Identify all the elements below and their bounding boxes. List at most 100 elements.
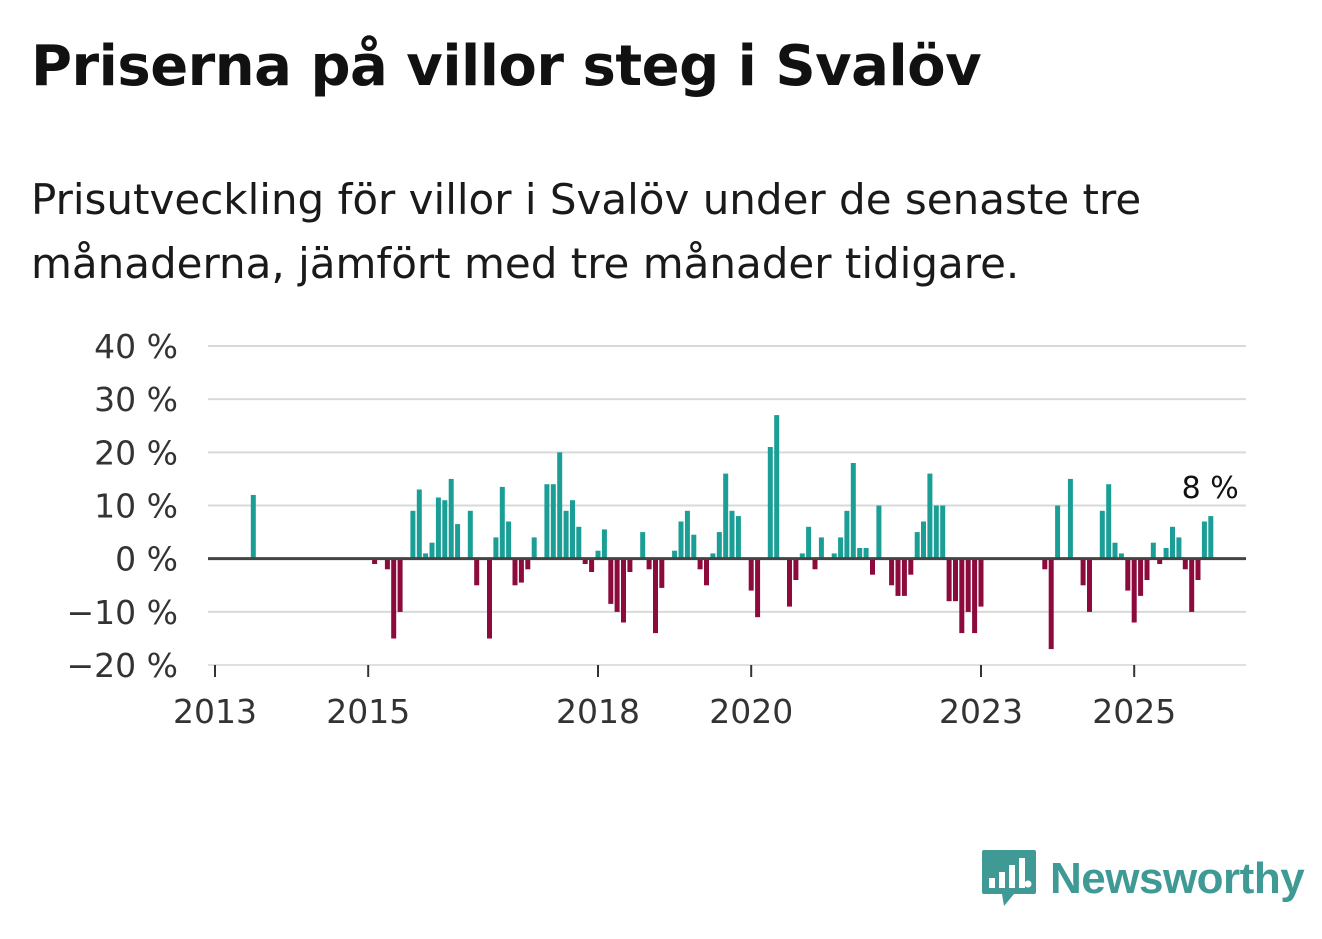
x-tick-label: 2013 (173, 692, 257, 731)
bars (250, 415, 1214, 650)
bar (978, 558, 984, 607)
bar (499, 486, 505, 559)
bar (1170, 526, 1175, 559)
bar (627, 558, 633, 572)
bar (940, 505, 946, 559)
tick-labels: 40 % 30 % 20 % 10 % 0 % −10 % −20 % 2013 2015 201… (67, 327, 1239, 731)
newsworthy-chart-bubble-icon (982, 850, 1036, 906)
bar (659, 558, 665, 588)
bar (1189, 558, 1195, 612)
bar (506, 521, 512, 559)
bar (1144, 558, 1150, 580)
bar (965, 558, 971, 612)
bar (557, 452, 563, 559)
bar (442, 500, 448, 559)
bar (576, 526, 582, 559)
bar (908, 558, 914, 575)
bar (429, 542, 435, 559)
bar (1150, 542, 1156, 559)
bar (589, 558, 595, 572)
bar (838, 537, 844, 559)
bar (972, 558, 978, 634)
bar (1055, 505, 1061, 559)
y-tick-label: 30 % (94, 380, 178, 419)
bar (640, 532, 646, 559)
bar (544, 484, 550, 559)
bar (1131, 558, 1137, 623)
y-tick-label: 10 % (94, 487, 178, 526)
bar (372, 558, 378, 564)
bar (653, 558, 658, 634)
bar (672, 550, 678, 559)
y-tick-label: −10 % (67, 593, 179, 632)
bar (697, 558, 703, 570)
bar (870, 558, 875, 575)
bar (933, 505, 939, 559)
bar (735, 516, 741, 559)
bar (1099, 510, 1105, 559)
bar (716, 532, 722, 559)
chart-title: Priserna på villor steg i Svalöv (31, 34, 982, 99)
bar (678, 521, 684, 559)
chart-subtitle: Prisutveckling för villor i Svalöv under… (31, 175, 1142, 288)
bar (691, 534, 697, 559)
bar (435, 497, 441, 559)
bar (448, 478, 454, 559)
brand-name: Newsworthy (1050, 854, 1305, 903)
x-tick-label: 2015 (326, 692, 410, 731)
bar (467, 510, 473, 559)
brand-logo: Newsworthy (980, 848, 1305, 910)
bar (1163, 548, 1169, 559)
bar (767, 447, 773, 559)
bar (710, 553, 716, 559)
x-tick-label: 2025 (1092, 692, 1176, 731)
bar (525, 558, 531, 570)
bar (595, 550, 601, 559)
bar (901, 558, 907, 596)
bar (1042, 558, 1048, 570)
bar (1176, 537, 1182, 559)
bar (601, 529, 607, 559)
bar (799, 553, 805, 559)
bar (570, 500, 575, 559)
bar (608, 558, 614, 604)
y-tick-label: −20 % (67, 646, 179, 685)
bar (531, 537, 537, 559)
bar (1195, 558, 1201, 580)
bar (1067, 478, 1073, 559)
bar (614, 558, 620, 612)
bar (563, 510, 569, 559)
bar (1125, 558, 1131, 591)
bar (250, 494, 256, 559)
bar (723, 473, 729, 559)
bar (1106, 484, 1112, 559)
bar (1182, 558, 1188, 570)
bar (844, 510, 850, 559)
bar (863, 548, 869, 559)
bar (774, 415, 780, 559)
bar (704, 558, 709, 586)
bar (1080, 558, 1086, 586)
bar (550, 484, 556, 559)
bar (831, 553, 837, 559)
bar (755, 558, 761, 618)
bar (946, 558, 952, 602)
y-tick-label: 20 % (94, 433, 178, 472)
bar (953, 558, 958, 602)
bar (621, 558, 626, 623)
bar (416, 489, 422, 559)
last-value-annotation: 8 % (1182, 471, 1239, 506)
bar (384, 558, 390, 570)
bar (518, 558, 524, 583)
bar (1112, 542, 1118, 559)
bar (914, 532, 920, 559)
bar (1048, 558, 1054, 650)
bar (391, 558, 397, 639)
bar (410, 510, 416, 559)
bar (582, 558, 588, 564)
bar (729, 510, 735, 559)
bar (1201, 521, 1207, 559)
bar (1138, 558, 1144, 596)
bar (959, 558, 965, 634)
bar (1208, 516, 1214, 559)
